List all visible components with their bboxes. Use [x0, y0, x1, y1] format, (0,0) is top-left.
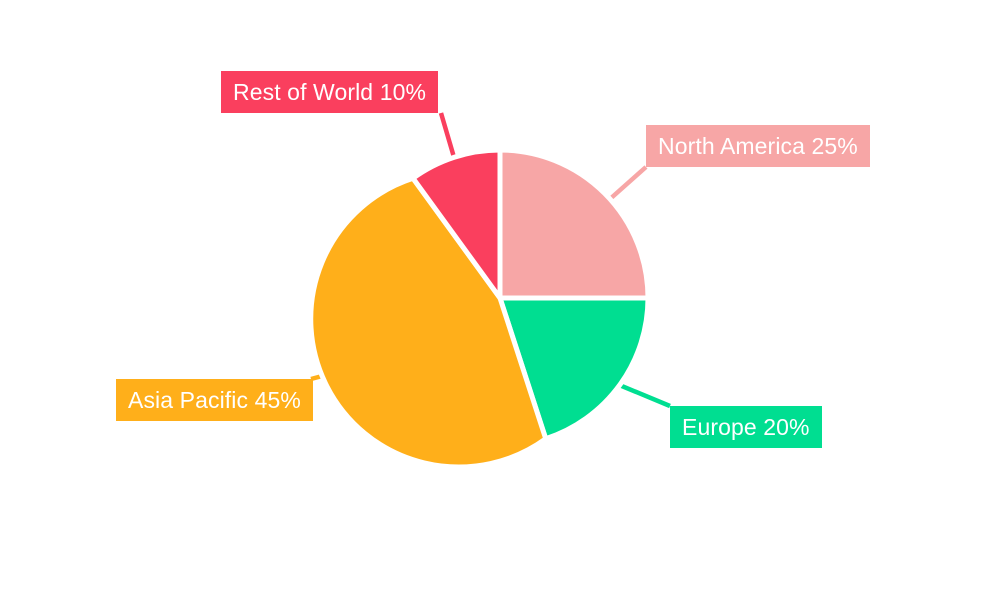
pie-label-asia-pacific-text: Asia Pacific 45% — [128, 386, 301, 413]
pie-label-north-america-text: North America 25% — [658, 132, 858, 159]
pie-slice-europe[interactable] — [496, 295, 651, 442]
pie-label-rest-of-world-text: Rest of World 10% — [233, 78, 427, 105]
pie-slice-rest-of-world[interactable] — [409, 147, 503, 306]
pie-wedges — [308, 147, 651, 470]
pie-slice-asia-pacific[interactable] — [308, 175, 549, 470]
pie-label-rest-of-world[interactable]: Rest of World 10% — [221, 71, 439, 113]
pie-label-asia-pacific[interactable]: Asia Pacific 45% — [116, 379, 313, 421]
leader-line-europe — [616, 381, 671, 409]
pie-label-europe-text: Europe 20% — [682, 413, 810, 440]
pie-label-europe[interactable]: Europe 20% — [670, 406, 822, 448]
pie-label-north-america[interactable]: North America 25% — [646, 125, 870, 167]
pie-slice-north-america[interactable] — [497, 147, 651, 301]
